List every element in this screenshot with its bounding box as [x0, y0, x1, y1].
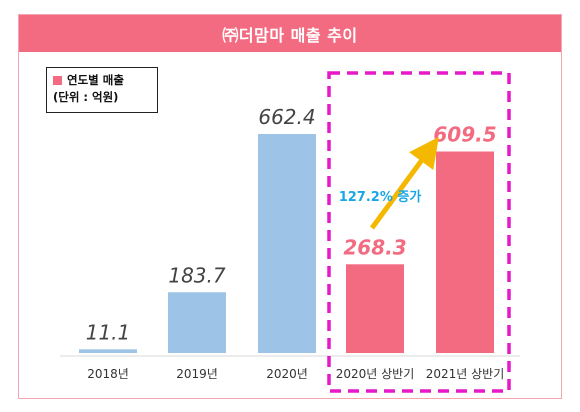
- value-label-4: 268.3: [343, 235, 406, 259]
- legend-entry: 연도별 매출: [53, 72, 151, 89]
- tick-label-1: 2018년: [87, 367, 129, 381]
- tick-labels-group: 2018년 2019년 2020년 2020년 상반기 2021년 상반기: [87, 367, 504, 381]
- bar-2: [168, 292, 226, 353]
- value-label-2: 183.7: [168, 263, 226, 287]
- bar-1: [79, 349, 137, 353]
- bar-4: [346, 264, 404, 353]
- value-labels-group: 11.1 183.7 662.4 268.3 609.5: [86, 105, 497, 344]
- bar-5: [436, 151, 494, 353]
- increase-annotation: 127.2% 증가: [339, 190, 422, 205]
- value-label-3: 662.4: [258, 105, 315, 129]
- bar-3: [258, 134, 316, 353]
- increase-arrow: [369, 136, 439, 230]
- tick-label-5: 2021년 상반기: [426, 367, 505, 381]
- legend-unit: (단위 : 억원): [53, 90, 119, 104]
- tick-label-2: 2019년: [176, 367, 218, 381]
- bars-group: [79, 134, 494, 353]
- tick-label-4: 2020년 상반기: [336, 367, 415, 381]
- highlight-box: [327, 71, 511, 393]
- legend: 연도별 매출 (단위 : 억원): [46, 67, 158, 113]
- value-label-1: 11.1: [86, 320, 131, 344]
- value-label-5: 609.5: [433, 122, 496, 146]
- legend-label: 연도별 매출: [67, 73, 124, 87]
- legend-swatch: [53, 76, 62, 85]
- tick-label-3: 2020년: [266, 367, 308, 381]
- chart-title: ㈜더맘마 매출 추이: [19, 15, 561, 52]
